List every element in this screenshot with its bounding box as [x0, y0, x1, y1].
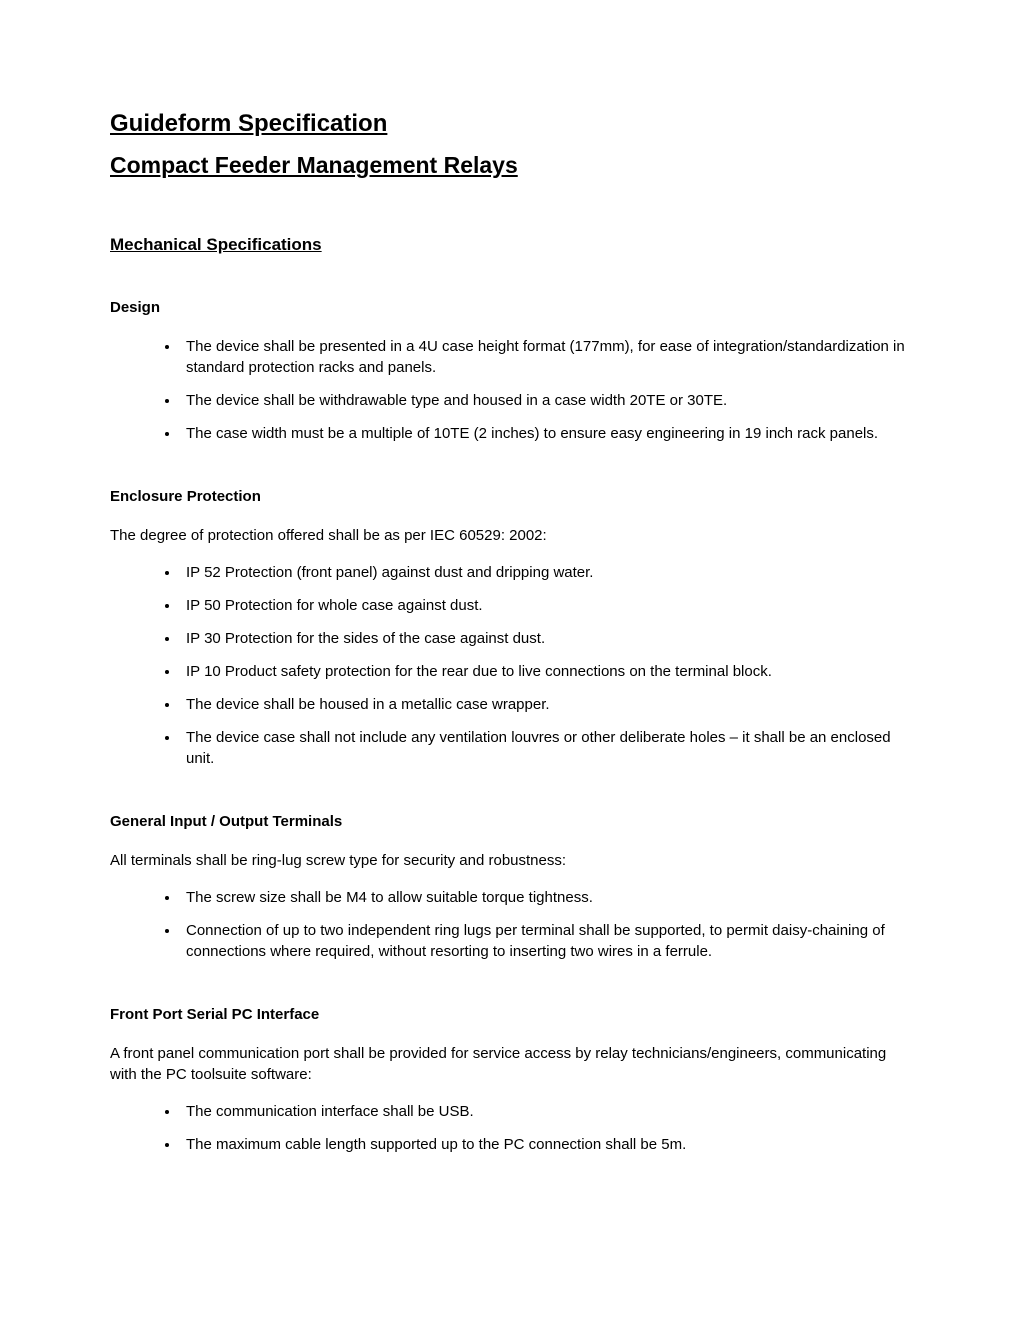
document-title-1: Guideform Specification	[110, 110, 910, 138]
section-enclosure-protection: Enclosure Protection The degree of prote…	[110, 488, 910, 769]
list-item: IP 52 Protection (front panel) against d…	[180, 562, 910, 583]
section-mechanical-specifications: Mechanical Specifications	[110, 235, 910, 255]
subheader-terminals: General Input / Output Terminals	[110, 813, 910, 830]
section-design: Design The device shall be presented in …	[110, 299, 910, 444]
enclosure-bullet-list: IP 52 Protection (front panel) against d…	[110, 562, 910, 769]
front-port-bullet-list: The communication interface shall be USB…	[110, 1101, 910, 1155]
front-port-intro: A front panel communication port shall b…	[110, 1043, 910, 1085]
enclosure-intro: The degree of protection offered shall b…	[110, 525, 910, 546]
subheader-design: Design	[110, 299, 910, 316]
subheader-enclosure: Enclosure Protection	[110, 488, 910, 505]
list-item: The communication interface shall be USB…	[180, 1101, 910, 1122]
list-item: The device shall be presented in a 4U ca…	[180, 336, 910, 378]
list-item: The screw size shall be M4 to allow suit…	[180, 887, 910, 908]
design-bullet-list: The device shall be presented in a 4U ca…	[110, 336, 910, 444]
list-item: IP 10 Product safety protection for the …	[180, 661, 910, 682]
list-item: IP 30 Protection for the sides of the ca…	[180, 628, 910, 649]
subheader-front-port: Front Port Serial PC Interface	[110, 1006, 910, 1023]
terminals-intro: All terminals shall be ring-lug screw ty…	[110, 850, 910, 871]
list-item: The maximum cable length supported up to…	[180, 1134, 910, 1155]
list-item: IP 50 Protection for whole case against …	[180, 595, 910, 616]
list-item: The device shall be housed in a metallic…	[180, 694, 910, 715]
terminals-bullet-list: The screw size shall be M4 to allow suit…	[110, 887, 910, 962]
list-item: The case width must be a multiple of 10T…	[180, 423, 910, 444]
document-page: Guideform Specification Compact Feeder M…	[0, 0, 1020, 1259]
list-item: The device case shall not include any ve…	[180, 727, 910, 769]
section-terminals: General Input / Output Terminals All ter…	[110, 813, 910, 962]
list-item: Connection of up to two independent ring…	[180, 920, 910, 962]
list-item: The device shall be withdrawable type an…	[180, 390, 910, 411]
document-title-2: Compact Feeder Management Relays	[110, 152, 910, 179]
section-front-port: Front Port Serial PC Interface A front p…	[110, 1006, 910, 1155]
